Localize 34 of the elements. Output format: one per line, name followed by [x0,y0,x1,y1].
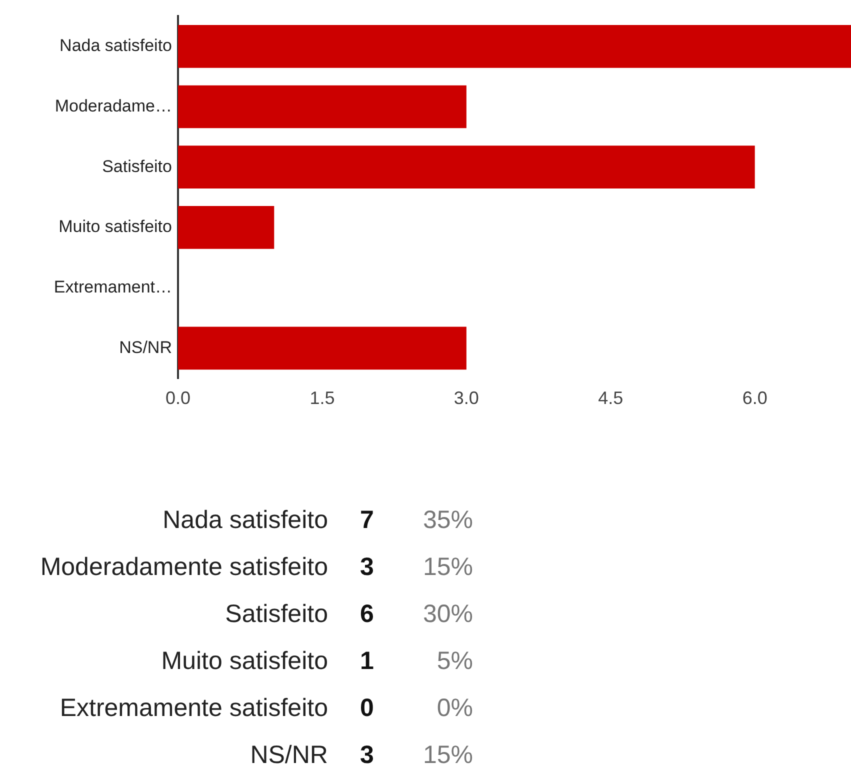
y-tick-label: Nada satisfeito [60,36,172,56]
text: 1 [359,646,375,677]
bar [178,326,466,370]
text: Muito satisfeito [161,646,328,677]
y-tick-label: Muito satisfeito [58,217,172,236]
bar [178,146,755,189]
text: 3 [359,552,375,583]
text: Nada satisfeito [162,505,328,536]
x-tick-label: 1.5 [310,388,335,408]
text: 15% [422,552,473,583]
text: Moderadamente satisfeito [40,552,328,583]
y-tick-label: NS/NR [119,338,172,357]
x-tick-label: 3.0 [454,388,479,408]
x-tick-label: 0.0 [165,388,191,408]
y-tick-label: Moderadame… [54,96,172,116]
y-tick-label: Extremament… [54,278,172,297]
text: 5% [436,646,473,677]
text: NS/NR [250,740,328,767]
text: 7 [359,505,375,536]
text: Extremamente satisfeito [60,693,328,724]
bar [178,206,274,249]
bar [178,24,851,68]
text: 35% [422,505,473,536]
text: 3 [359,740,375,767]
x-tick-label: 4.5 [598,388,624,408]
x-tick-label: 6.0 [742,388,768,408]
text: 0% [436,693,473,724]
bar [178,85,466,128]
text: 6 [359,599,375,630]
text: 30% [422,599,473,630]
text: 0 [359,693,375,724]
y-tick-label: Satisfeito [102,156,172,176]
text: 15% [422,740,473,767]
text: Satisfeito [225,599,328,630]
